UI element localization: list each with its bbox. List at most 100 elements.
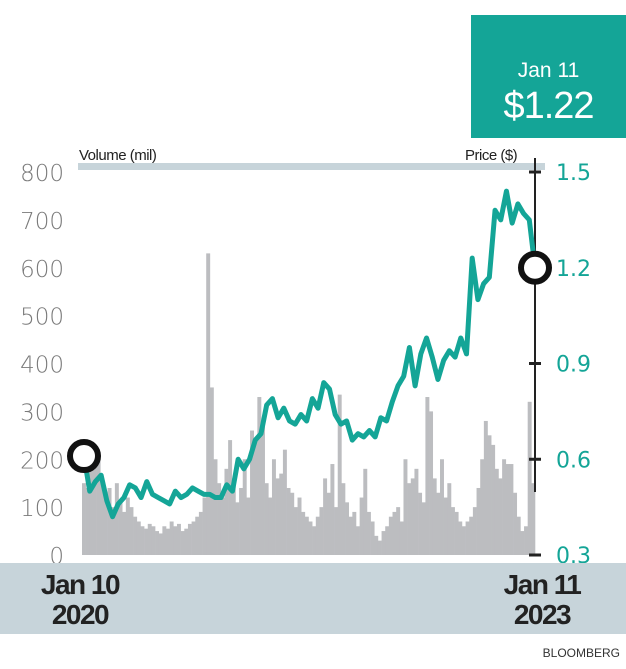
volume-tick-label: 200	[20, 448, 64, 474]
volume-tick-label: 300	[20, 400, 64, 426]
source-label: BLOOMBERG	[542, 646, 620, 660]
volume-bar	[82, 483, 86, 555]
volume-bar	[392, 511, 397, 555]
volume-bar	[502, 459, 507, 555]
volume-bar	[498, 478, 503, 555]
volume-bar	[440, 459, 444, 555]
volume-tick-label: 100	[20, 496, 64, 522]
volume-bar	[494, 468, 499, 555]
volume-tick-label: 500	[20, 305, 64, 331]
volume-bar	[301, 511, 306, 555]
volume-bar	[111, 507, 116, 555]
volume-bar	[385, 526, 390, 555]
volume-bar	[96, 459, 101, 555]
volume-bar	[228, 440, 233, 555]
volume-bar	[388, 516, 393, 555]
volume-bar	[513, 492, 518, 555]
volume-bar	[345, 502, 349, 555]
volume-bar	[133, 516, 138, 555]
volume-bar	[366, 511, 371, 555]
volume-bar	[264, 483, 269, 555]
volume-bar	[118, 502, 123, 555]
volume-bar	[520, 531, 525, 555]
latest-date: Jan 11	[517, 59, 580, 82]
volume-bar	[158, 533, 163, 555]
volume-bar	[279, 473, 284, 555]
volume-bar	[374, 535, 379, 555]
volume-bar	[220, 497, 225, 555]
volume-bar	[399, 521, 404, 555]
volume-bar	[414, 468, 419, 555]
volume-bar	[114, 483, 119, 555]
volume-bar	[224, 468, 229, 555]
volume-bar	[447, 483, 452, 555]
volume-bar	[330, 464, 335, 555]
volume-bar	[483, 420, 488, 555]
volume-bar	[516, 516, 521, 555]
volume-bar	[282, 449, 287, 555]
volume-bar	[239, 487, 244, 555]
volume-bar	[92, 444, 97, 555]
volume-bar	[323, 478, 328, 555]
volume-bar	[180, 531, 185, 555]
volume-bar	[198, 511, 203, 555]
volume-bar	[125, 497, 130, 555]
volume-axis-title: Volume (mil)	[79, 147, 157, 164]
price-tick-label: 1.2	[556, 257, 591, 282]
volume-tick-label: 700	[20, 209, 64, 235]
volume-bar	[271, 459, 276, 555]
x-axis-band	[0, 563, 626, 634]
x-label-end: Jan 11 2023	[492, 570, 592, 630]
volume-bar	[206, 253, 211, 555]
volume-bar	[275, 478, 280, 555]
x-label-start-date: Jan 10	[40, 569, 121, 600]
volume-bar	[202, 497, 207, 555]
volume-bar	[407, 483, 412, 555]
x-label-end-year: 2023	[513, 599, 572, 630]
volume-bar	[359, 497, 364, 555]
volume-bar	[231, 478, 236, 555]
volume-bar	[348, 516, 353, 555]
volume-bar	[377, 540, 382, 555]
volume-bar	[352, 511, 357, 555]
volume-bar	[261, 420, 265, 555]
volume-bar	[355, 526, 360, 555]
volume-tick-label: 800	[20, 161, 64, 187]
volume-bar	[107, 487, 112, 555]
volume-bar	[122, 511, 127, 555]
x-label-start: Jan 10 2020	[30, 570, 130, 630]
volume-bar	[432, 478, 437, 555]
volume-bar	[268, 497, 273, 555]
latest-price-box: Jan 11 $1.22	[471, 15, 626, 138]
volume-bar	[476, 487, 481, 555]
volume-bar	[491, 444, 496, 555]
price-tick-label: 1.5	[556, 161, 591, 186]
volume-bar	[509, 464, 514, 555]
volume-bar	[524, 526, 528, 555]
x-label-end-date: Jan 11	[503, 569, 582, 600]
volume-bar	[173, 526, 178, 555]
volume-bar	[89, 468, 94, 555]
volume-bar	[242, 459, 247, 555]
volume-bar	[217, 483, 222, 555]
volume-bar	[410, 478, 415, 555]
volume-bar	[286, 487, 291, 555]
volume-bar	[458, 521, 463, 555]
volume-bar	[290, 492, 295, 555]
volume-bar	[454, 511, 459, 555]
volume-bar	[480, 459, 485, 555]
volume-bar	[326, 492, 331, 555]
volume-bar	[312, 526, 317, 555]
volume-bar	[487, 435, 492, 555]
volume-bar	[425, 397, 430, 555]
volume-bar	[187, 523, 192, 555]
volume-bar	[396, 507, 401, 555]
volume-bar	[308, 521, 313, 555]
volume-bar	[166, 528, 170, 555]
volume-bar	[213, 459, 218, 555]
end-marker	[518, 250, 552, 285]
volume-bar	[436, 492, 441, 555]
volume-bar	[169, 521, 174, 555]
volume-bar	[381, 531, 386, 555]
volume-bar	[450, 507, 455, 555]
